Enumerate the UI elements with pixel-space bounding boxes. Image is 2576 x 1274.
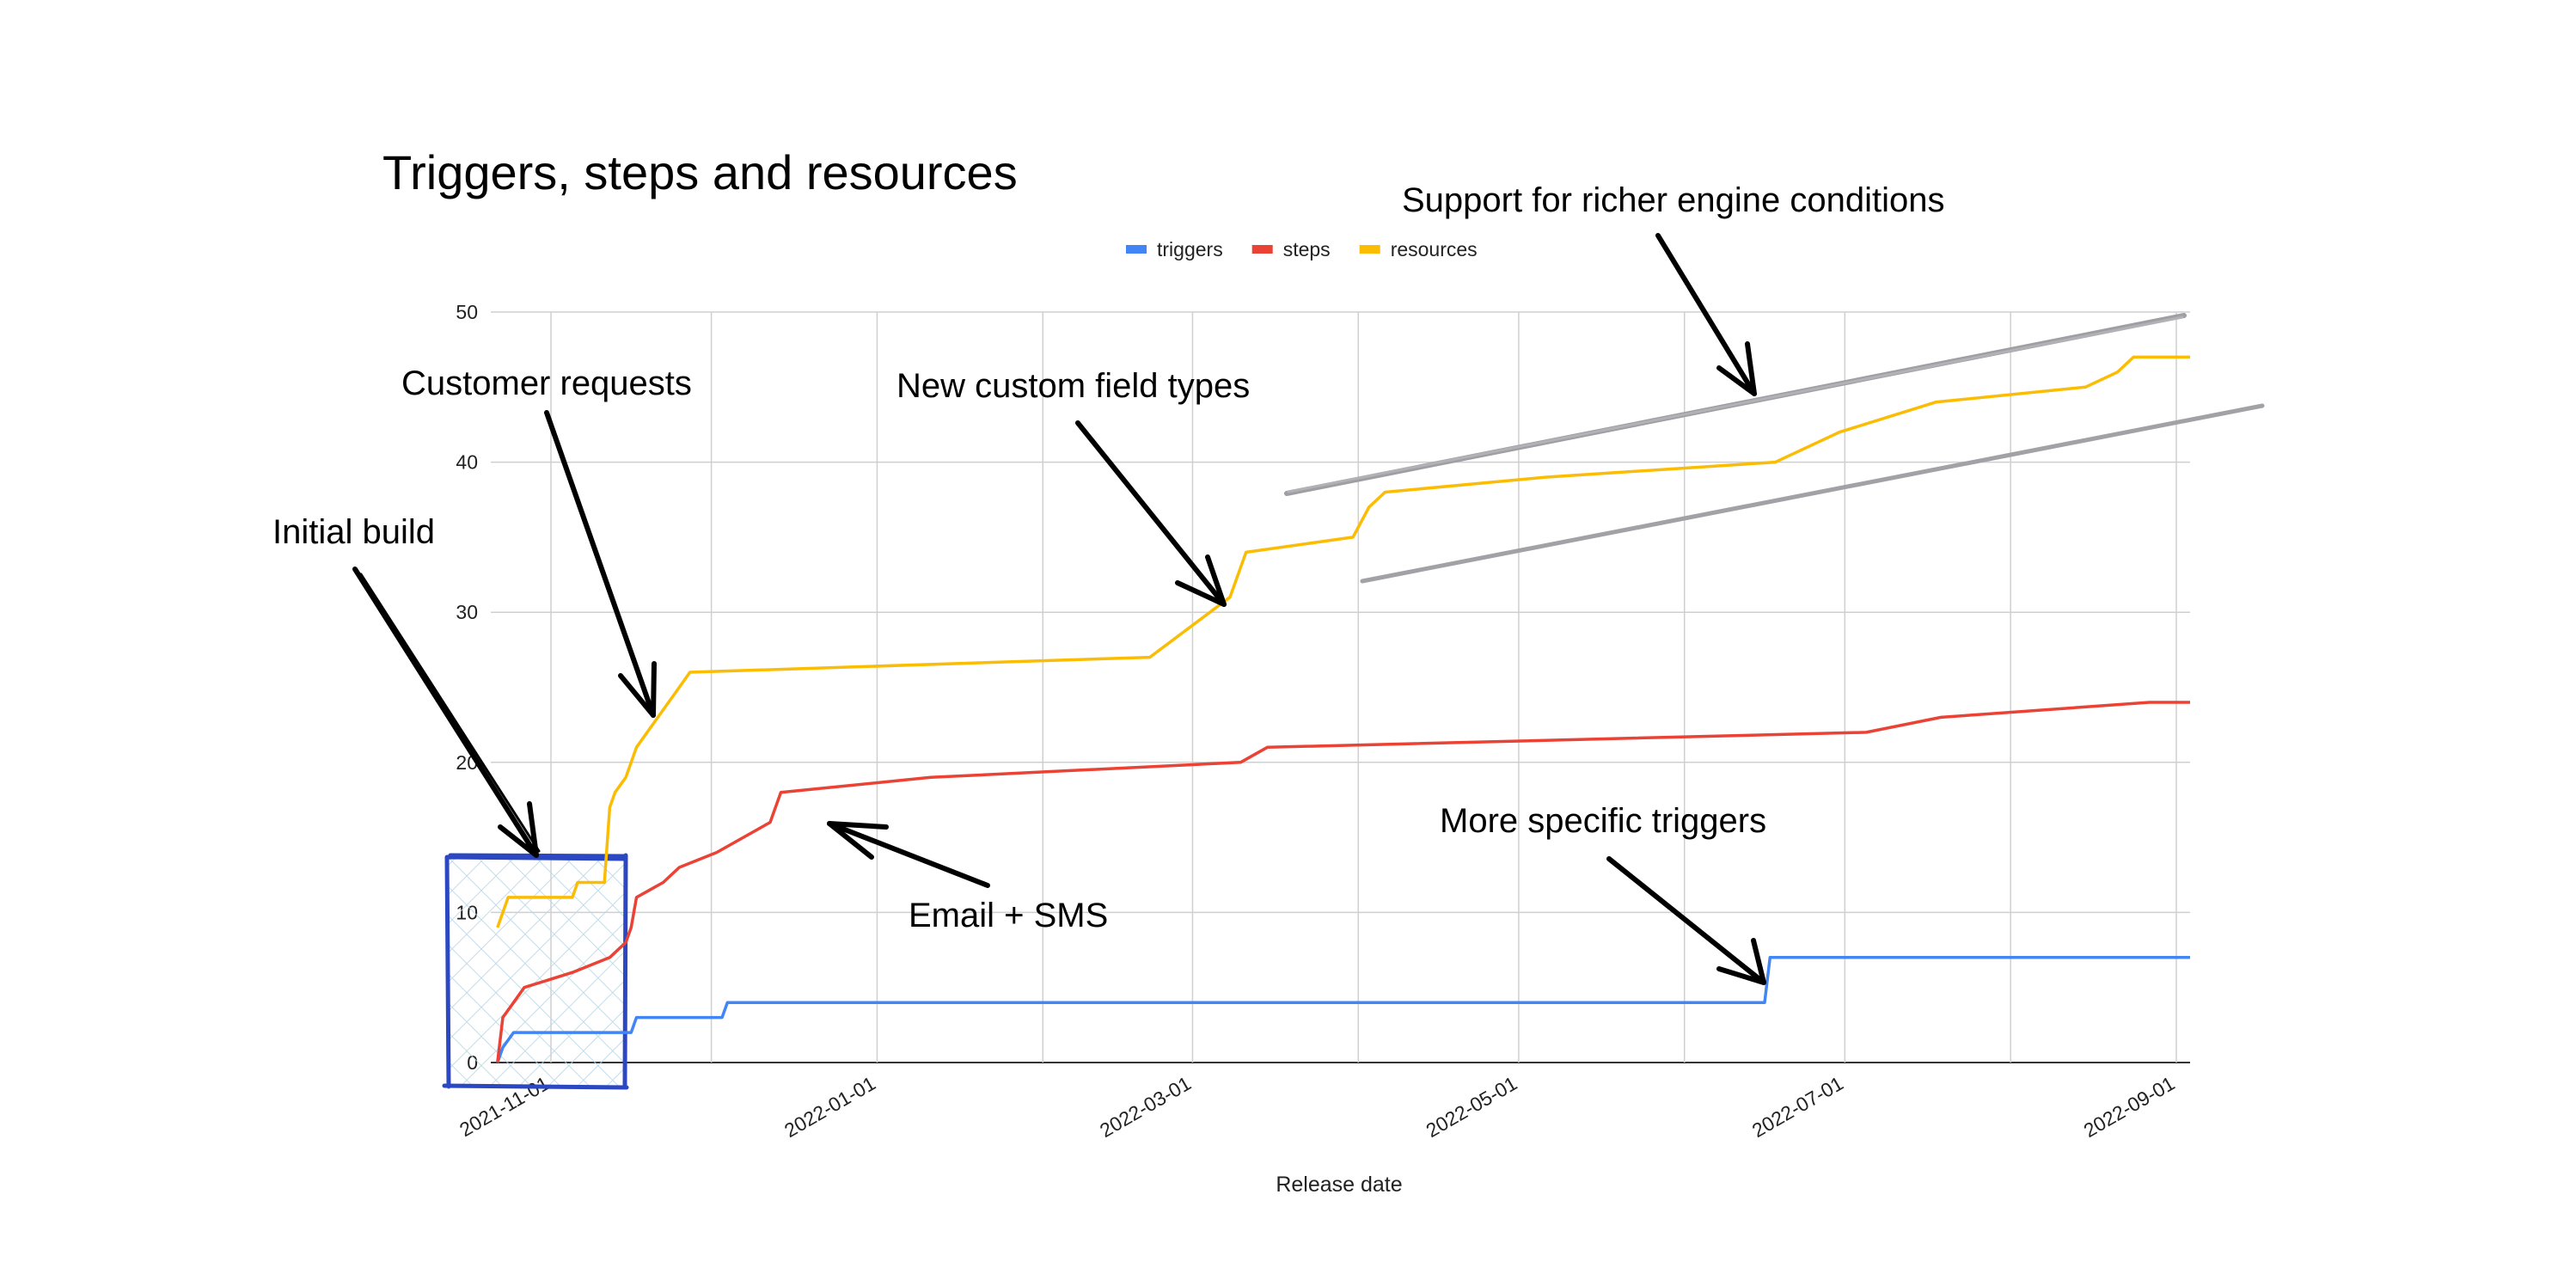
trend-band: [1284, 313, 2265, 584]
x-tick-label: 2022-07-01: [1748, 1072, 1847, 1142]
legend-label-triggers: triggers: [1157, 238, 1223, 260]
y-tick-label: 50: [456, 301, 478, 323]
series-line-steps: [496, 701, 2190, 1063]
legend-label-resources: resources: [1391, 238, 1478, 260]
x-tick-label: 2022-03-01: [1096, 1072, 1195, 1142]
x-tick-label: 2022-09-01: [2080, 1072, 2179, 1142]
legend-swatch-resources: [1359, 245, 1380, 254]
annotation-arrows: [352, 233, 1766, 985]
legend-swatch-triggers: [1126, 245, 1147, 254]
x-tick-label: 2022-05-01: [1422, 1072, 1521, 1142]
arrow-customer-requests: [544, 410, 657, 718]
annotation-email-sms: Email + SMS: [909, 897, 1108, 934]
series-line-triggers: [496, 956, 2190, 1063]
annotation-initial-build: Initial build: [272, 513, 435, 551]
arrow-initial-build: [352, 567, 541, 858]
legend-swatch-steps: [1251, 245, 1273, 254]
highlight-box-initial-build: [442, 853, 629, 1090]
arrow-richer-engine-conditions: [1655, 233, 1757, 396]
annotation-customer-requests: Customer requests: [401, 364, 692, 402]
arrow-more-specific-triggers: [1606, 856, 1766, 985]
y-tick-label: 40: [456, 451, 478, 474]
y-tick-label: 30: [456, 601, 478, 623]
legend-label-steps: steps: [1283, 238, 1331, 260]
x-tick-label: 2022-01-01: [780, 1072, 879, 1142]
arrow-email-sms: [827, 821, 990, 888]
x-axis-label: Release date: [1276, 1173, 1402, 1197]
x-axis-ticks: 2021-11-01 2022-01-01 2022-03-01 2022-05-01…: [456, 1072, 2178, 1142]
annotation-more-specific-triggers: More specific triggers: [1440, 802, 1766, 840]
chart-title: Triggers, steps and resources: [382, 145, 1018, 199]
series-lines: [496, 355, 2190, 1063]
annotation-richer-engine-conditions: Support for richer engine conditions: [1402, 181, 1944, 219]
arrow-new-custom-field-types: [1075, 420, 1227, 607]
gridlines: [491, 311, 2190, 1063]
annotation-new-custom-field-types: New custom field types: [896, 367, 1250, 405]
legend: triggers steps resources: [1126, 238, 1478, 260]
series-line-resources: [496, 355, 2190, 928]
